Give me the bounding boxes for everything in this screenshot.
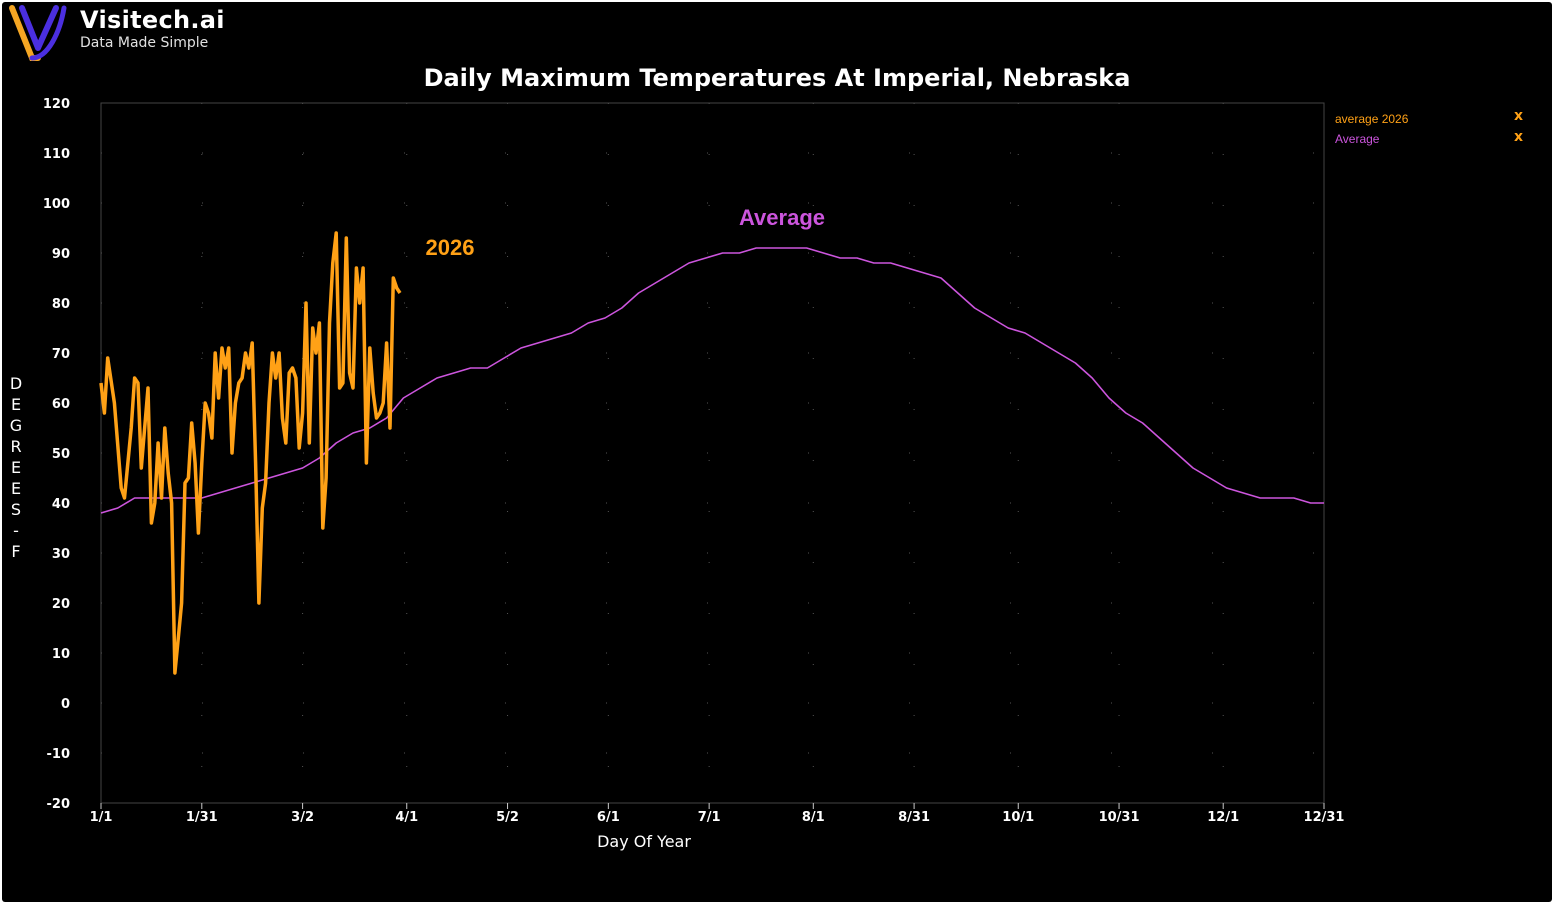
legend-close-average-icon[interactable]: x (1514, 129, 1523, 145)
x-tick-label: 10/1 (1002, 810, 1034, 825)
y-tick-label: 80 (52, 297, 70, 312)
y-tick-label: -10 (47, 747, 71, 762)
y-tick-label: 90 (52, 247, 70, 262)
y-tick-label: 70 (52, 347, 70, 362)
y-axis-label-letter: S (11, 500, 21, 519)
y-tick-label: 40 (52, 497, 70, 512)
y-axis-label-letter: R (10, 437, 21, 456)
y-tick-label: 60 (52, 397, 70, 412)
y-tick-label: 20 (52, 597, 70, 612)
y-tick-label: 10 (52, 647, 70, 662)
y-axis-label-letter: F (11, 542, 20, 561)
brand-name: Visitech.ai (80, 6, 225, 34)
y-tick-label: 100 (43, 197, 70, 212)
legend-close-2026-icon[interactable]: x (1514, 108, 1523, 124)
y-axis-label-letter: E (11, 479, 21, 498)
x-tick-label: 6/1 (597, 810, 620, 825)
x-axis-label: Day Of Year (597, 832, 691, 851)
y-tick-label: 30 (52, 547, 70, 562)
y-axis-label-letter: - (13, 521, 19, 540)
legend-item-2026[interactable]: average 2026 (1335, 112, 1409, 126)
legend: average 2026 x Average x (1335, 108, 1523, 146)
annotation-average: Average (739, 205, 825, 230)
visitech-logo-icon (9, 5, 67, 61)
series-line-2026 (99, 231, 402, 675)
x-tick-label: 4/1 (395, 810, 418, 825)
y-tick-label: 0 (61, 697, 70, 712)
x-tick-label: 3/2 (291, 810, 314, 825)
x-axis: 1/1 1/31 3/2 4/1 5/2 6/1 7/1 8/1 8/31 10/1 10/31 12… (90, 803, 1345, 825)
y-tick-label: 50 (52, 447, 70, 462)
brand-tagline: Data Made Simple (80, 35, 209, 51)
y-axis-label-letter: G (10, 416, 22, 435)
y-axis: -20 -10 0 10 20 30 40 50 60 70 80 90 100 110 120 (43, 97, 70, 812)
y-tick-label: -20 (47, 797, 71, 812)
series-lines (99, 231, 1324, 675)
y-axis-label-letter: D (10, 374, 22, 393)
plot-area (100, 102, 1325, 804)
x-tick-label: 8/1 (802, 810, 825, 825)
series-line-average (100, 247, 1324, 514)
y-axis-label-letter: E (11, 395, 21, 414)
x-tick-label: 1/31 (186, 810, 218, 825)
y-tick-label: 120 (43, 97, 70, 112)
y-axis-label-letter: E (11, 458, 21, 477)
chart-title: Daily Maximum Temperatures At Imperial, … (424, 64, 1131, 92)
x-tick-label: 10/31 (1099, 810, 1140, 825)
x-tick-label: 12/31 (1304, 810, 1345, 825)
x-tick-label: 7/1 (698, 810, 721, 825)
annotation-2026: 2026 (426, 235, 475, 260)
x-tick-label: 1/1 (90, 810, 113, 825)
x-tick-label: 12/1 (1207, 810, 1239, 825)
y-tick-label: 110 (43, 147, 70, 162)
grid (100, 103, 1325, 803)
legend-item-average[interactable]: Average (1335, 132, 1380, 146)
x-tick-label: 5/2 (496, 810, 519, 825)
x-tick-label: 8/31 (898, 810, 930, 825)
